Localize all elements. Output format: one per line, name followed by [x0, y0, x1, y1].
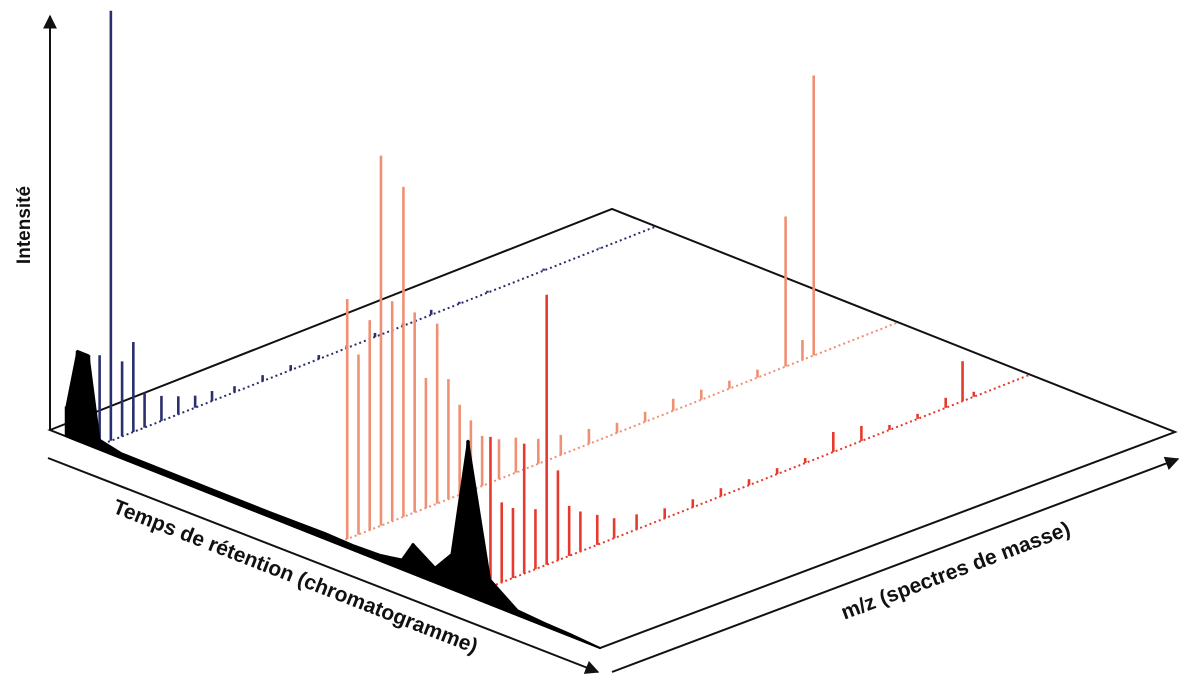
- retention-time-axis: [47, 457, 600, 674]
- z-axis-label: m/z (spectres de masse): [838, 517, 1073, 624]
- floor-plane: [47, 207, 1178, 650]
- spectrum-1: [98, 10, 602, 446]
- mass-spectra: [98, 10, 976, 592]
- chromatogram: [64, 349, 601, 649]
- spectrum-3: [477, 294, 976, 592]
- mz-axis: [611, 456, 1180, 673]
- spectrum-2: [345, 75, 816, 539]
- y-axis-label: Intensité: [14, 186, 35, 264]
